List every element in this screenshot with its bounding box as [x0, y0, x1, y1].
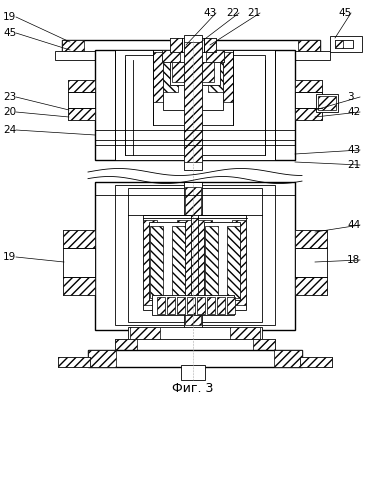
Bar	[115, 185, 275, 325]
Bar	[63, 277, 95, 295]
Bar	[318, 96, 336, 110]
Bar	[150, 226, 163, 298]
Text: 42: 42	[347, 107, 360, 117]
Bar	[58, 357, 90, 367]
Text: 20: 20	[3, 107, 16, 117]
Bar	[300, 357, 332, 367]
Bar	[163, 50, 223, 110]
Bar	[198, 220, 212, 305]
Bar	[295, 230, 327, 295]
Bar	[196, 58, 214, 82]
Bar	[184, 35, 202, 170]
Bar	[153, 50, 233, 125]
Bar	[170, 38, 182, 52]
Bar	[205, 226, 218, 298]
Bar	[207, 297, 215, 314]
Bar	[295, 277, 327, 295]
Bar	[232, 220, 246, 305]
Bar	[63, 230, 95, 248]
Bar	[170, 55, 220, 85]
Text: 45: 45	[338, 8, 351, 18]
Bar	[153, 52, 171, 102]
Bar	[230, 327, 260, 342]
Text: 3: 3	[347, 92, 354, 102]
Bar	[143, 215, 191, 310]
Bar	[184, 42, 202, 162]
Bar	[167, 297, 175, 314]
Text: 18: 18	[347, 255, 360, 265]
Bar	[162, 50, 224, 62]
Bar	[162, 50, 180, 62]
Bar	[184, 182, 202, 330]
Bar	[115, 339, 275, 352]
Bar	[172, 226, 185, 298]
Bar	[298, 40, 320, 53]
Bar	[115, 339, 137, 352]
Text: 22: 22	[226, 8, 239, 18]
Bar	[128, 188, 262, 322]
Bar	[295, 230, 327, 248]
Text: 23: 23	[3, 92, 16, 102]
Bar	[95, 50, 295, 160]
Bar	[128, 327, 262, 342]
Bar	[88, 350, 302, 367]
Bar	[170, 38, 216, 52]
Bar	[227, 297, 235, 314]
Bar	[330, 36, 362, 52]
Bar	[143, 220, 157, 305]
Bar	[295, 80, 322, 92]
Bar	[227, 226, 240, 298]
Bar	[219, 52, 233, 102]
Bar	[130, 327, 160, 342]
Bar	[68, 80, 95, 92]
Bar	[274, 350, 302, 367]
Bar	[217, 297, 225, 314]
Text: 43: 43	[203, 8, 216, 18]
Bar	[125, 55, 265, 155]
Bar	[253, 339, 275, 352]
Bar	[187, 297, 195, 314]
Text: 19: 19	[3, 12, 16, 22]
Bar	[55, 51, 330, 60]
Bar	[172, 58, 190, 82]
Text: Фиг. 3: Фиг. 3	[172, 382, 214, 394]
Bar	[152, 295, 234, 315]
Bar	[295, 108, 322, 120]
Text: 21: 21	[247, 8, 260, 18]
Bar	[63, 230, 95, 295]
Text: 19: 19	[3, 252, 16, 262]
Bar	[295, 80, 322, 120]
Bar	[204, 38, 216, 52]
Bar	[185, 187, 201, 325]
Bar	[181, 365, 205, 380]
Bar	[68, 80, 95, 120]
Bar	[335, 40, 343, 48]
Bar	[149, 222, 185, 300]
Text: 44: 44	[347, 220, 360, 230]
Bar	[95, 182, 295, 330]
Bar	[300, 357, 332, 367]
Text: 45: 45	[3, 28, 16, 38]
Bar	[177, 297, 185, 314]
Bar	[197, 297, 205, 314]
Bar	[204, 222, 240, 300]
Bar	[68, 108, 95, 120]
Bar	[198, 215, 246, 310]
Text: 43: 43	[347, 145, 360, 155]
Text: 21: 21	[347, 160, 360, 170]
Bar	[206, 50, 224, 62]
Bar	[157, 297, 165, 314]
Bar	[208, 52, 223, 92]
Bar	[335, 40, 353, 48]
Bar	[316, 94, 338, 112]
Bar	[62, 40, 84, 53]
Bar	[62, 40, 320, 53]
Bar	[163, 52, 178, 92]
Bar	[115, 50, 275, 160]
Bar	[88, 350, 116, 367]
Text: 24: 24	[3, 125, 16, 135]
Bar	[58, 357, 90, 367]
Bar	[177, 220, 191, 305]
